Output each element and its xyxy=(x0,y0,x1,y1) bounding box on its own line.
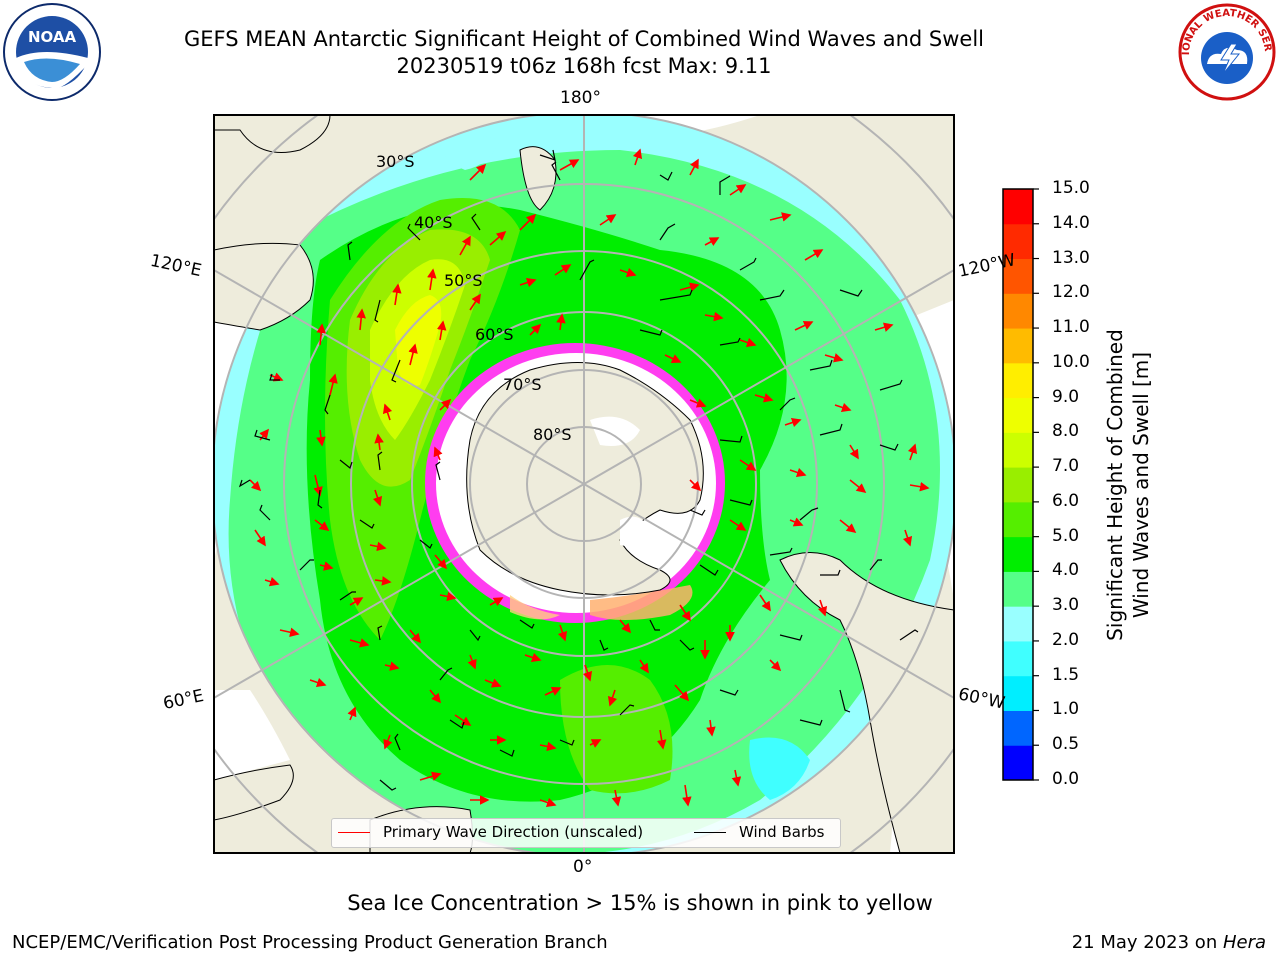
legend-wind-label: Wind Barbs xyxy=(739,823,825,841)
colorbar-segment xyxy=(1003,606,1033,642)
sea-ice-note: Sea Ice Concentration > 15% is shown in … xyxy=(347,891,933,915)
colorbar-tick-label: 5.0 xyxy=(1052,525,1080,546)
colorbar-tick-label: 1.0 xyxy=(1052,699,1080,720)
colorbar-label: Significant Height of Combined Wind Wave… xyxy=(1103,329,1153,641)
colorbar-tick-label: 9.0 xyxy=(1052,386,1080,407)
colorbar-segment xyxy=(1003,258,1033,294)
graticule xyxy=(214,115,954,853)
colorbar-segment xyxy=(1003,536,1033,572)
colorbar-segment xyxy=(1003,675,1033,711)
noaa-logo: NOAA xyxy=(3,3,101,101)
colorbar-segment xyxy=(1003,467,1033,503)
colorbar-segment xyxy=(1003,397,1033,433)
footer-credit: NCEP/EMC/Verification Post Processing Pr… xyxy=(12,932,608,953)
colorbar-tick-label: 7.0 xyxy=(1052,456,1080,477)
lat-label-60s: 60°S xyxy=(475,325,514,344)
colorbar-tick-label: 15.0 xyxy=(1052,178,1090,198)
noaa-logo-text: NOAA xyxy=(28,28,77,46)
legend-wind-line xyxy=(694,832,726,833)
colorbar-tick-label: 3.0 xyxy=(1052,595,1080,616)
map-frame xyxy=(213,114,955,854)
chart-subtitle: 20230519 t06z 168h fcst Max: 9.11 xyxy=(396,54,772,78)
colorbar-tick-label: 14.0 xyxy=(1052,212,1090,233)
colorbar-tick-label: 6.0 xyxy=(1052,490,1080,511)
colorbar-frame xyxy=(1002,188,1034,781)
lat-label-40s: 40°S xyxy=(414,213,453,232)
chart-title: GEFS MEAN Antarctic Significant Height o… xyxy=(183,27,985,51)
footer-host: Hera xyxy=(1222,932,1266,953)
colorbar-tick-label: 4.0 xyxy=(1052,560,1080,581)
colorbar-segment xyxy=(1003,745,1033,781)
colorbar-tick-label: 2.0 xyxy=(1052,629,1080,650)
lon-label-0: 0° xyxy=(573,857,593,877)
colorbar xyxy=(1003,188,1039,781)
colorbar-tick-label: 13.0 xyxy=(1052,247,1090,268)
footer-date: 21 May 2023 on Hera xyxy=(1071,932,1266,953)
colorbar-segment xyxy=(1003,432,1033,468)
colorbar-tick-label: 8.0 xyxy=(1052,421,1080,442)
legend-wave-line xyxy=(338,832,370,833)
colorbar-segment xyxy=(1003,328,1033,364)
colorbar-tick-label: 0.5 xyxy=(1052,734,1080,755)
colorbar-tick-label: 1.5 xyxy=(1052,664,1080,685)
colorbar-tick-label: 11.0 xyxy=(1052,317,1090,338)
lat-label-70s: 70°S xyxy=(503,375,542,394)
lon-label-180: 180° xyxy=(560,88,601,108)
legend-wave-label: Primary Wave Direction (unscaled) xyxy=(383,823,644,841)
colorbar-segment xyxy=(1003,501,1033,538)
colorbar-segment xyxy=(1003,293,1033,329)
wind-barbs xyxy=(238,149,919,791)
colorbar-tick-label: 12.0 xyxy=(1052,282,1090,303)
colorbar-segment xyxy=(1003,362,1033,399)
colorbar-segment xyxy=(1003,710,1033,746)
wave-direction-arrows xyxy=(249,148,930,808)
map-legend: Primary Wave Direction (unscaled) Wind B… xyxy=(331,818,841,848)
colorbar-segment xyxy=(1003,189,1033,225)
colorbar-segment xyxy=(1003,571,1033,607)
colorbar-segment xyxy=(1003,223,1033,260)
lat-label-50s: 50°S xyxy=(444,271,483,290)
colorbar-segment xyxy=(1003,640,1033,677)
lat-label-80s: 80°S xyxy=(533,425,572,444)
colorbar-tick-label: 0.0 xyxy=(1052,769,1080,789)
nws-logo: NATIONAL WEATHER SERVICE xyxy=(1176,2,1276,101)
colorbar-tick-label: 10.0 xyxy=(1052,351,1090,372)
lat-label-30s: 30°S xyxy=(376,152,415,171)
